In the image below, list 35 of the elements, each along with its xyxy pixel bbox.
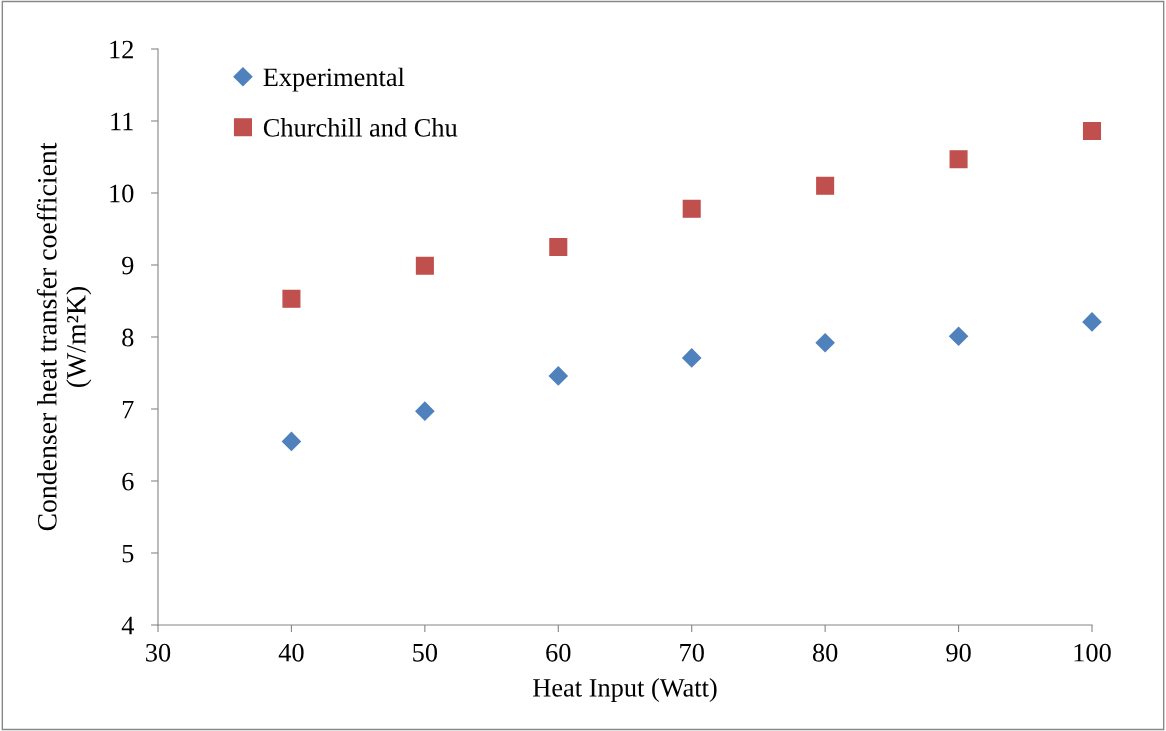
point [415, 256, 434, 275]
legend-label: Churchill and Chu [263, 118, 458, 137]
x-axis-title: Heat Input (Watt) [533, 678, 717, 703]
x-tick-label: 40 [278, 643, 304, 662]
point [1082, 312, 1102, 332]
x-tick-label: 100 [1074, 643, 1111, 662]
point [1082, 122, 1102, 141]
x-tick-label: 60 [546, 643, 571, 662]
y-tick-label: 9 [122, 256, 134, 275]
legend-label: Experimental [263, 67, 405, 92]
point [815, 333, 835, 353]
y-tick-label: 6 [122, 472, 134, 491]
point [816, 176, 835, 195]
point [549, 237, 568, 257]
x-tick-label: 50 [413, 643, 438, 662]
point [682, 199, 701, 218]
x-tick-label: 30 [146, 643, 171, 662]
x-tick-label: 80 [812, 643, 838, 662]
point [949, 150, 968, 169]
point [548, 366, 568, 386]
x-tick-label: 90 [946, 643, 971, 662]
y-tick-label: 5 [122, 544, 134, 563]
y-tick-label: 10 [110, 184, 134, 203]
x-tick-label: 70 [680, 643, 704, 662]
y-axis-title: Condenser heat transfer coefficient (W/m²K) [36, 142, 92, 531]
point [949, 326, 969, 346]
y-tick-label: 12 [110, 40, 133, 59]
y-tick-label: 8 [122, 328, 134, 347]
y-tick-label: 4 [121, 616, 134, 635]
y-tick-label: 11 [111, 112, 133, 131]
point [415, 401, 435, 421]
y-tick-label: 7 [122, 400, 134, 419]
point [682, 348, 702, 368]
point [282, 289, 301, 308]
point [281, 431, 301, 451]
